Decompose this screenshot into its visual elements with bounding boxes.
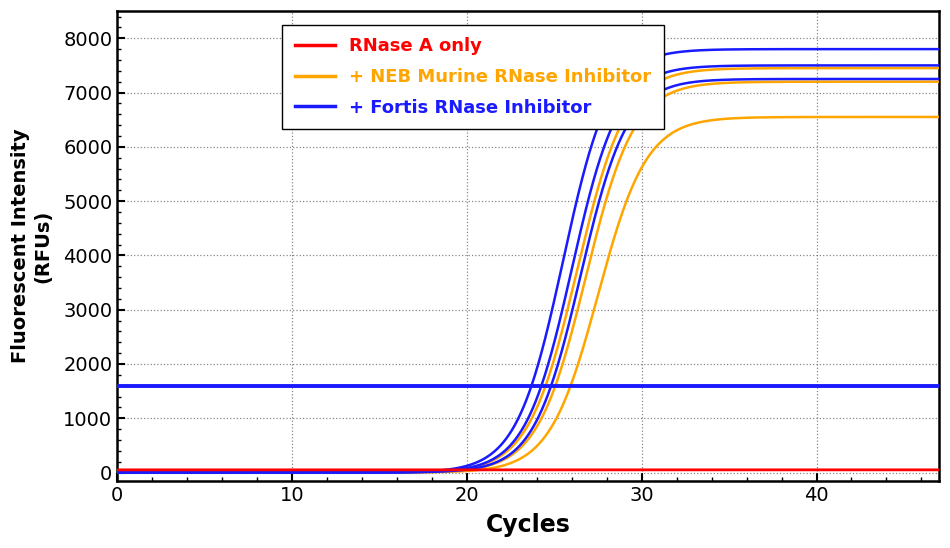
Y-axis label: Fluorescent Intensity
(RFUs): Fluorescent Intensity (RFUs): [11, 129, 52, 363]
Legend: RNase A only, + NEB Murine RNase Inhibitor, + Fortis RNase Inhibitor: RNase A only, + NEB Murine RNase Inhibit…: [282, 25, 664, 129]
X-axis label: Cycles: Cycles: [485, 513, 571, 537]
